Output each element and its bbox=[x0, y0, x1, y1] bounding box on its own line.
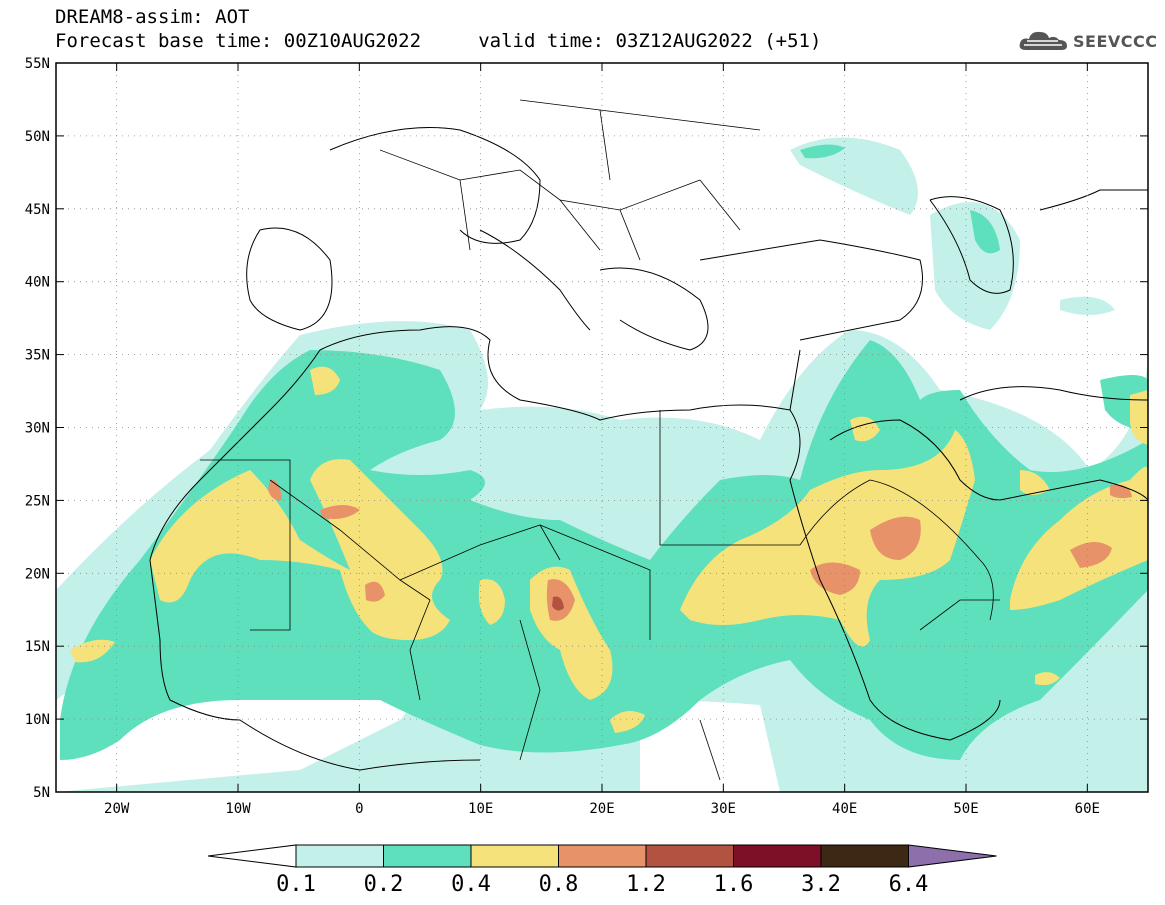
lat-label: 45N bbox=[25, 202, 50, 218]
colorbar-box bbox=[383, 844, 472, 868]
colorbar-label: 0.1 bbox=[276, 872, 316, 897]
map-title: DREAM8-assim: AOT bbox=[55, 6, 250, 28]
colorbar-labels: 0.1 0.2 0.4 0.8 1.2 1.6 3.2 6.4 bbox=[276, 872, 928, 897]
axis-ticks bbox=[56, 62, 1148, 793]
colorbar-label: 6.4 bbox=[889, 872, 929, 897]
lat-label: 10N bbox=[25, 712, 50, 728]
lat-label: 20N bbox=[25, 566, 50, 582]
lon-label: 60E bbox=[1075, 801, 1100, 817]
colorbar-over-triangle bbox=[908, 844, 997, 868]
colorbar-label: 1.6 bbox=[714, 872, 754, 897]
lat-label: 55N bbox=[25, 56, 50, 72]
lat-label: 35N bbox=[25, 348, 50, 364]
colorbar-label: 0.8 bbox=[539, 872, 579, 897]
aot-band-0.2 bbox=[60, 340, 1148, 760]
lon-label: 10E bbox=[468, 801, 493, 817]
borders bbox=[200, 99, 1000, 781]
colorbar-box bbox=[470, 844, 559, 868]
cloud-logo-icon bbox=[1019, 31, 1067, 50]
colorbar-box bbox=[295, 844, 384, 868]
colorbar-label: 0.2 bbox=[364, 872, 404, 897]
lat-label: 25N bbox=[25, 493, 50, 509]
colorbar bbox=[207, 844, 997, 868]
lat-label: 40N bbox=[25, 275, 50, 291]
colorbar-box bbox=[558, 844, 647, 868]
colorbar-label: 0.4 bbox=[451, 872, 491, 897]
aot-band-1.2 bbox=[552, 596, 564, 611]
lon-labels: 20W 10W 0 10E 20E 30E 40E 50E 60E bbox=[104, 801, 1100, 817]
lon-label: 30E bbox=[711, 801, 736, 817]
lon-label: 20E bbox=[589, 801, 614, 817]
lon-label: 10W bbox=[225, 801, 251, 817]
colorbar-box bbox=[645, 844, 734, 868]
forecast-time-subtitle: Forecast base time: 00Z10AUG2022 valid t… bbox=[55, 30, 822, 52]
colorbar-label: 1.2 bbox=[626, 872, 666, 897]
colorbar-box bbox=[733, 844, 822, 868]
colorbar-under-triangle bbox=[207, 844, 297, 868]
colorbar-box bbox=[820, 844, 909, 868]
graticule bbox=[56, 63, 1148, 792]
lon-label: 50E bbox=[953, 801, 978, 817]
lon-label: 0 bbox=[355, 801, 363, 817]
lat-label: 5N bbox=[33, 785, 50, 801]
lat-label: 50N bbox=[25, 129, 50, 145]
lon-label: 40E bbox=[832, 801, 857, 817]
logo-text: SEEVCCC bbox=[1073, 31, 1158, 51]
colorbar-label: 3.2 bbox=[801, 872, 841, 897]
lon-label: 20W bbox=[104, 801, 130, 817]
aot-contours bbox=[56, 137, 1148, 792]
seevccc-logo: SEEVCCC bbox=[1018, 28, 1158, 54]
lat-label: 30N bbox=[25, 421, 50, 437]
aot-band-0.8 bbox=[268, 479, 282, 501]
lat-labels: 55N 50N 45N 40N 35N 30N 25N 20N 15N 10N 5N bbox=[25, 56, 50, 801]
coastlines bbox=[149, 127, 1148, 771]
lat-label: 15N bbox=[25, 639, 50, 655]
